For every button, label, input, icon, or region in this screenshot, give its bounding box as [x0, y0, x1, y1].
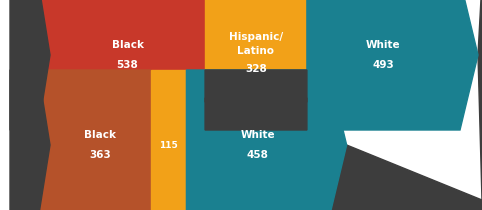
Polygon shape [329, 145, 482, 210]
Polygon shape [205, 70, 307, 102]
Polygon shape [205, 98, 307, 130]
Text: Black: Black [84, 130, 116, 140]
Text: 115: 115 [159, 140, 178, 150]
Polygon shape [205, 0, 307, 130]
Text: 538: 538 [117, 60, 138, 70]
Polygon shape [38, 0, 205, 130]
Text: 363: 363 [90, 150, 111, 160]
Polygon shape [10, 0, 50, 130]
Text: White: White [240, 130, 275, 140]
Text: 493: 493 [373, 60, 394, 70]
Text: Black: Black [111, 40, 144, 50]
Text: Latino: Latino [238, 46, 274, 56]
Polygon shape [187, 70, 347, 210]
Text: Hispanic/: Hispanic/ [229, 32, 283, 42]
Polygon shape [38, 70, 151, 210]
Text: 328: 328 [245, 64, 267, 74]
Text: 458: 458 [247, 150, 268, 160]
Text: White: White [366, 40, 401, 50]
Polygon shape [10, 70, 50, 210]
Polygon shape [478, 0, 482, 200]
Polygon shape [151, 70, 187, 210]
Polygon shape [307, 0, 478, 130]
